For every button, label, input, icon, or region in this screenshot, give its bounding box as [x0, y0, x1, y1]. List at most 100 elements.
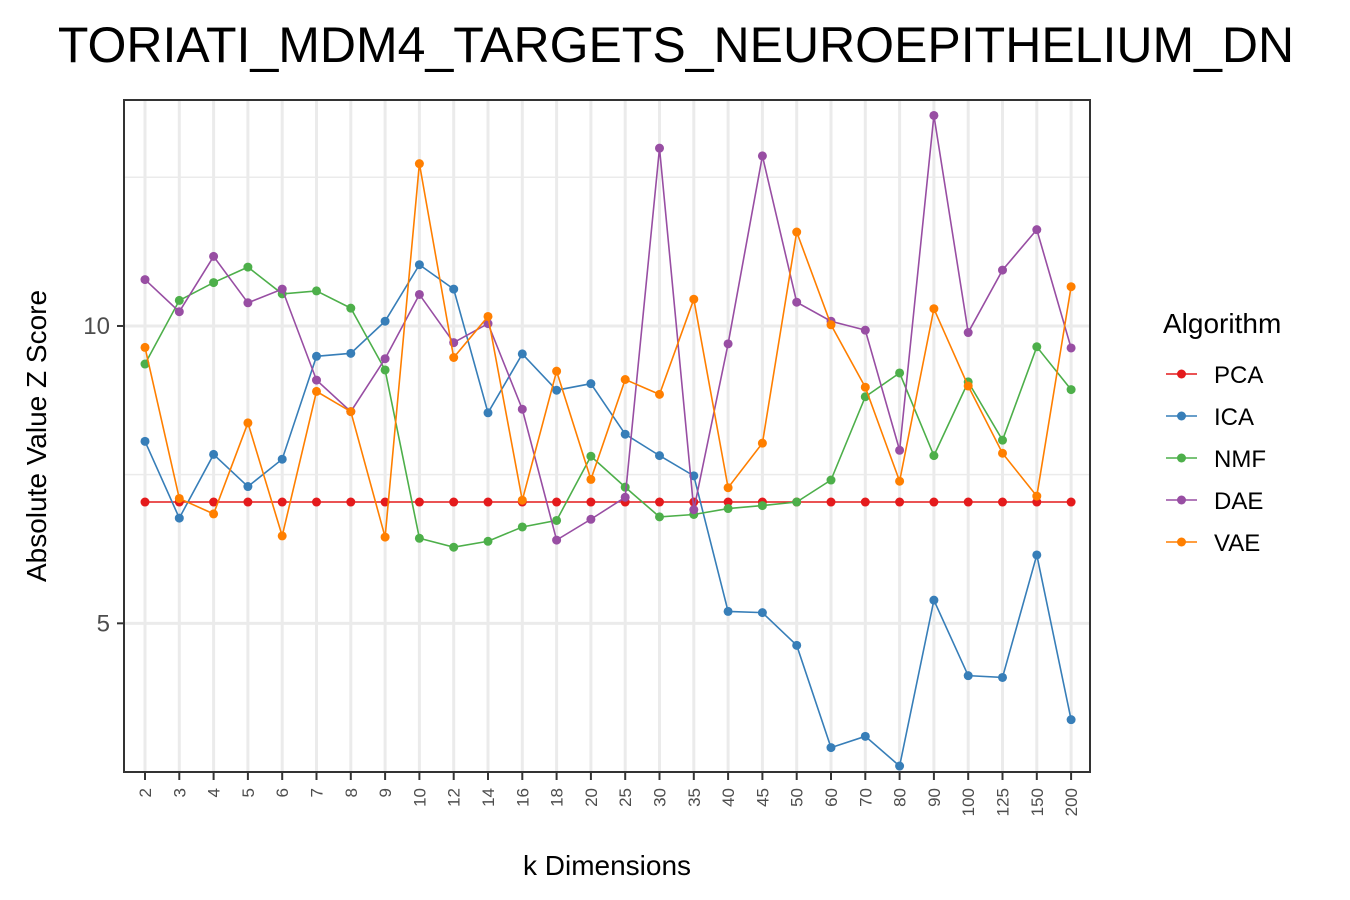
data-point: [586, 379, 596, 389]
data-point: [517, 522, 527, 532]
data-point: [483, 311, 493, 321]
data-point: [1032, 550, 1042, 560]
data-point: [586, 514, 596, 524]
x-tick-label: 5: [239, 788, 258, 797]
legend-key-point: [1177, 453, 1186, 463]
data-point: [414, 260, 424, 270]
data-point: [346, 407, 356, 417]
data-point: [826, 497, 836, 507]
x-axis-label: k Dimensions: [523, 850, 691, 881]
data-point: [1066, 282, 1076, 292]
data-point: [929, 451, 939, 461]
data-point: [209, 449, 219, 459]
data-point: [929, 497, 939, 507]
data-point: [483, 497, 493, 507]
data-point: [1032, 491, 1042, 501]
legend-label: VAE: [1214, 530, 1260, 557]
data-point: [826, 475, 836, 485]
data-point: [277, 454, 287, 464]
data-point: [312, 351, 321, 361]
legend-title: Algorithm: [1163, 308, 1281, 339]
data-point: [277, 531, 287, 541]
data-point: [826, 320, 836, 330]
data-point: [895, 445, 905, 455]
data-point: [792, 227, 802, 237]
x-tick-label: 30: [651, 788, 670, 807]
legend-items: PCA ICA NMF DAE VAE: [1166, 362, 1266, 557]
data-point: [655, 389, 664, 399]
x-tick-label: 10: [410, 788, 429, 807]
data-point: [414, 533, 424, 543]
data-point: [312, 375, 321, 385]
plot-panel-border: [123, 99, 1091, 773]
x-tick-label: 14: [479, 788, 498, 807]
data-point: [963, 497, 973, 507]
data-point: [963, 328, 973, 338]
data-point: [140, 275, 150, 285]
data-point: [998, 448, 1007, 458]
data-point: [929, 595, 939, 605]
data-point: [723, 606, 733, 616]
data-point: [895, 368, 905, 378]
series-pca: [140, 497, 1076, 507]
x-tick-label: 4: [205, 788, 224, 797]
data-point: [689, 505, 699, 515]
data-point: [140, 359, 150, 369]
data-point: [483, 408, 493, 418]
data-point: [483, 536, 493, 546]
data-point: [723, 497, 733, 507]
data-point: [792, 497, 802, 507]
data-point: [586, 451, 596, 461]
series-layer: [140, 110, 1076, 771]
data-point: [620, 375, 630, 385]
data-point: [209, 278, 219, 288]
data-point: [757, 438, 767, 448]
data-point: [380, 532, 390, 542]
data-point: [723, 483, 733, 493]
data-point: [929, 304, 939, 314]
data-point: [620, 482, 630, 492]
data-point: [1066, 497, 1076, 507]
x-tick-label: 200: [1062, 788, 1081, 816]
data-point: [449, 353, 459, 363]
data-point: [552, 535, 562, 545]
legend: Algorithm PCA ICA NMF DAE VAE: [1163, 308, 1281, 557]
chart-title: TORIATI_MDM4_TARGETS_NEUROEPITHELIUM_DN: [58, 17, 1294, 73]
data-point: [620, 492, 630, 502]
data-point: [757, 501, 767, 511]
x-tick-label: 70: [856, 788, 875, 807]
data-point: [689, 294, 699, 304]
data-point: [757, 608, 767, 618]
data-point: [174, 307, 184, 317]
legend-label: ICA: [1214, 404, 1254, 431]
data-point: [860, 325, 870, 335]
x-tick-label: 18: [548, 788, 567, 807]
legend-item-ica: ICA: [1166, 404, 1254, 431]
data-point: [277, 284, 287, 294]
data-point: [963, 381, 973, 391]
data-point: [449, 542, 459, 552]
data-point: [414, 289, 424, 299]
y-axis-label: Absolute Value Z Score: [21, 290, 52, 582]
legend-item-nmf: NMF: [1166, 446, 1266, 473]
data-point: [380, 365, 390, 375]
data-point: [552, 385, 562, 395]
x-tick-label: 8: [342, 788, 361, 797]
x-tick-label: 125: [994, 788, 1013, 816]
x-tick-label: 45: [753, 788, 772, 807]
y-tick-label: 5: [97, 610, 110, 637]
data-point: [243, 482, 253, 492]
data-point: [998, 672, 1007, 682]
data-point: [895, 761, 905, 771]
data-point: [209, 497, 219, 507]
data-point: [346, 303, 356, 313]
data-point: [1066, 343, 1076, 353]
series-nmf: [140, 262, 1076, 552]
data-point: [552, 515, 562, 525]
x-tick-label: 16: [513, 788, 532, 807]
data-point: [963, 671, 973, 681]
data-point: [860, 382, 870, 392]
data-point: [517, 495, 527, 505]
data-point: [312, 386, 321, 396]
